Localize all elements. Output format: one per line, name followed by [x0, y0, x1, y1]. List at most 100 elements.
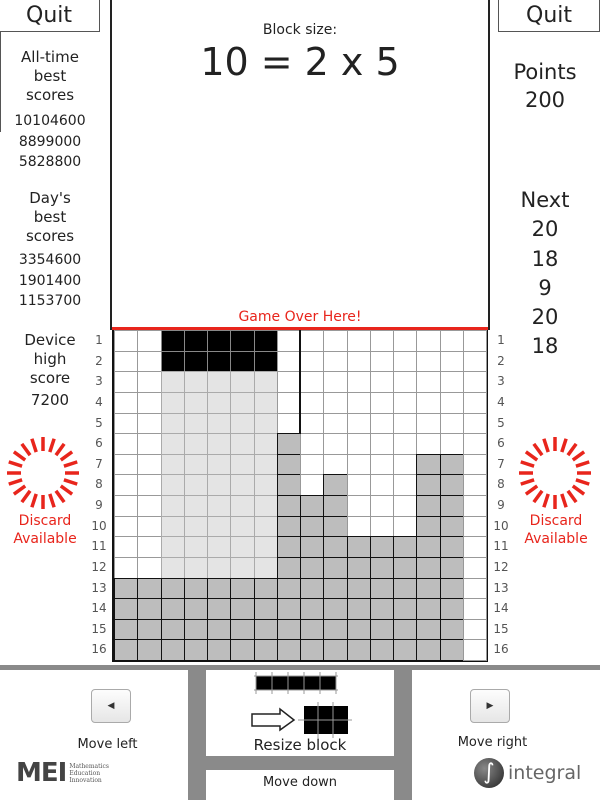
row-label: 11 [91, 539, 107, 554]
filled-cell [300, 577, 325, 600]
drop-shadow-cell [160, 536, 185, 558]
row-label: 16 [91, 642, 107, 657]
points-label: Points [513, 60, 577, 84]
burst-ray [524, 450, 539, 462]
row-label: 14 [493, 601, 509, 616]
filled-cell [300, 515, 325, 538]
filled-cell [160, 639, 185, 661]
grid-cell [462, 598, 487, 620]
drop-shadow-cell [230, 433, 255, 455]
drop-shadow-cell [230, 556, 255, 579]
burst-ray [532, 489, 544, 504]
filled-cell [346, 618, 371, 641]
quit-button-right[interactable]: Quit [498, 0, 600, 32]
score: 7200 [30, 391, 70, 409]
active-block-cell [207, 350, 232, 373]
filled-cell [300, 536, 325, 558]
move-left-label: Move left [77, 737, 138, 752]
mei-logo-text: MEI [16, 758, 67, 788]
filled-cell [300, 556, 325, 579]
filled-cell [416, 639, 441, 661]
label: score [29, 369, 71, 387]
grid-cell [300, 474, 325, 496]
burst-ray [520, 460, 535, 468]
grid-cell [416, 391, 441, 414]
label: Device [24, 331, 76, 349]
move-right-label: Move right [457, 735, 528, 750]
drop-shadow-cell [183, 391, 208, 414]
discard-available-right[interactable]: Discard Available [506, 512, 600, 548]
game-grid[interactable] [112, 330, 488, 662]
discard-burst-icon[interactable] [3, 433, 83, 513]
move-right-button[interactable]: ▶ [470, 689, 510, 723]
divider [188, 756, 412, 770]
filled-cell [416, 536, 441, 558]
resize-icon [251, 672, 352, 738]
grid-cell [462, 412, 487, 435]
filled-cell [369, 639, 394, 661]
row-label: 9 [95, 498, 103, 512]
drop-shadow-cell [183, 433, 208, 455]
burst-ray [542, 438, 550, 453]
drop-shadow-cell [230, 371, 255, 393]
grid-cell [346, 350, 371, 373]
filled-cell [439, 515, 464, 538]
burst-ray [560, 438, 568, 453]
filled-cell [346, 598, 371, 620]
drop-shadow-cell [207, 412, 232, 435]
grid-cell [114, 330, 139, 352]
grid-cell [369, 412, 394, 435]
filled-cell [393, 536, 418, 558]
grid-cell [323, 350, 348, 373]
filled-cell [207, 598, 232, 620]
row-label: 6 [497, 436, 505, 451]
label: best [33, 208, 67, 226]
label: Discard [529, 513, 583, 529]
row-label: 10 [493, 518, 509, 533]
grid-cell [393, 495, 418, 517]
filled-cell [183, 618, 208, 641]
filled-cell [439, 453, 464, 476]
filled-cell [160, 577, 185, 600]
drop-shadow-cell [207, 515, 232, 538]
resize-block-button[interactable] [218, 670, 358, 738]
active-block-cell [183, 330, 208, 352]
grid-cell [369, 515, 394, 538]
active-block-cell [230, 350, 255, 373]
grid-cell [393, 433, 418, 455]
grid-cell [300, 350, 325, 373]
drop-shadow-cell [207, 474, 232, 496]
filled-cell [369, 618, 394, 641]
move-down-button[interactable]: Move down [262, 775, 338, 790]
filled-cell [207, 618, 232, 641]
discard-available-left[interactable]: Discard Available [0, 512, 95, 548]
move-left-button[interactable]: ◀ [91, 689, 131, 723]
filled-cell [137, 639, 162, 661]
drop-shadow-cell [253, 433, 278, 455]
row-label: 5 [497, 415, 505, 430]
grid-cell [276, 371, 301, 393]
filled-cell [114, 639, 139, 661]
grid-cell [137, 412, 162, 435]
discard-burst-icon[interactable] [515, 433, 595, 513]
mei-logo: MEI Mathematics Education Innovation [16, 758, 109, 788]
burst-ray [566, 489, 578, 504]
block-size-label: Block size: [262, 22, 338, 38]
filled-cell [230, 598, 255, 620]
drop-shadow-cell [207, 433, 232, 455]
burst-ray [12, 450, 27, 462]
points: Points 200 [495, 58, 595, 114]
quit-button-left[interactable]: Quit [0, 0, 100, 32]
grid-cell [462, 330, 487, 352]
game-over-label: Game Over Here! [238, 309, 362, 325]
grid-cell [346, 391, 371, 414]
filled-cell [114, 618, 139, 641]
drop-shadow-cell [230, 536, 255, 558]
grid-cell [369, 453, 394, 476]
grid-cell [462, 577, 487, 600]
grid-cell [393, 412, 418, 435]
row-label: 11 [493, 539, 509, 554]
grid-cell [416, 350, 441, 373]
grid-cell [369, 371, 394, 393]
filled-cell [416, 495, 441, 517]
